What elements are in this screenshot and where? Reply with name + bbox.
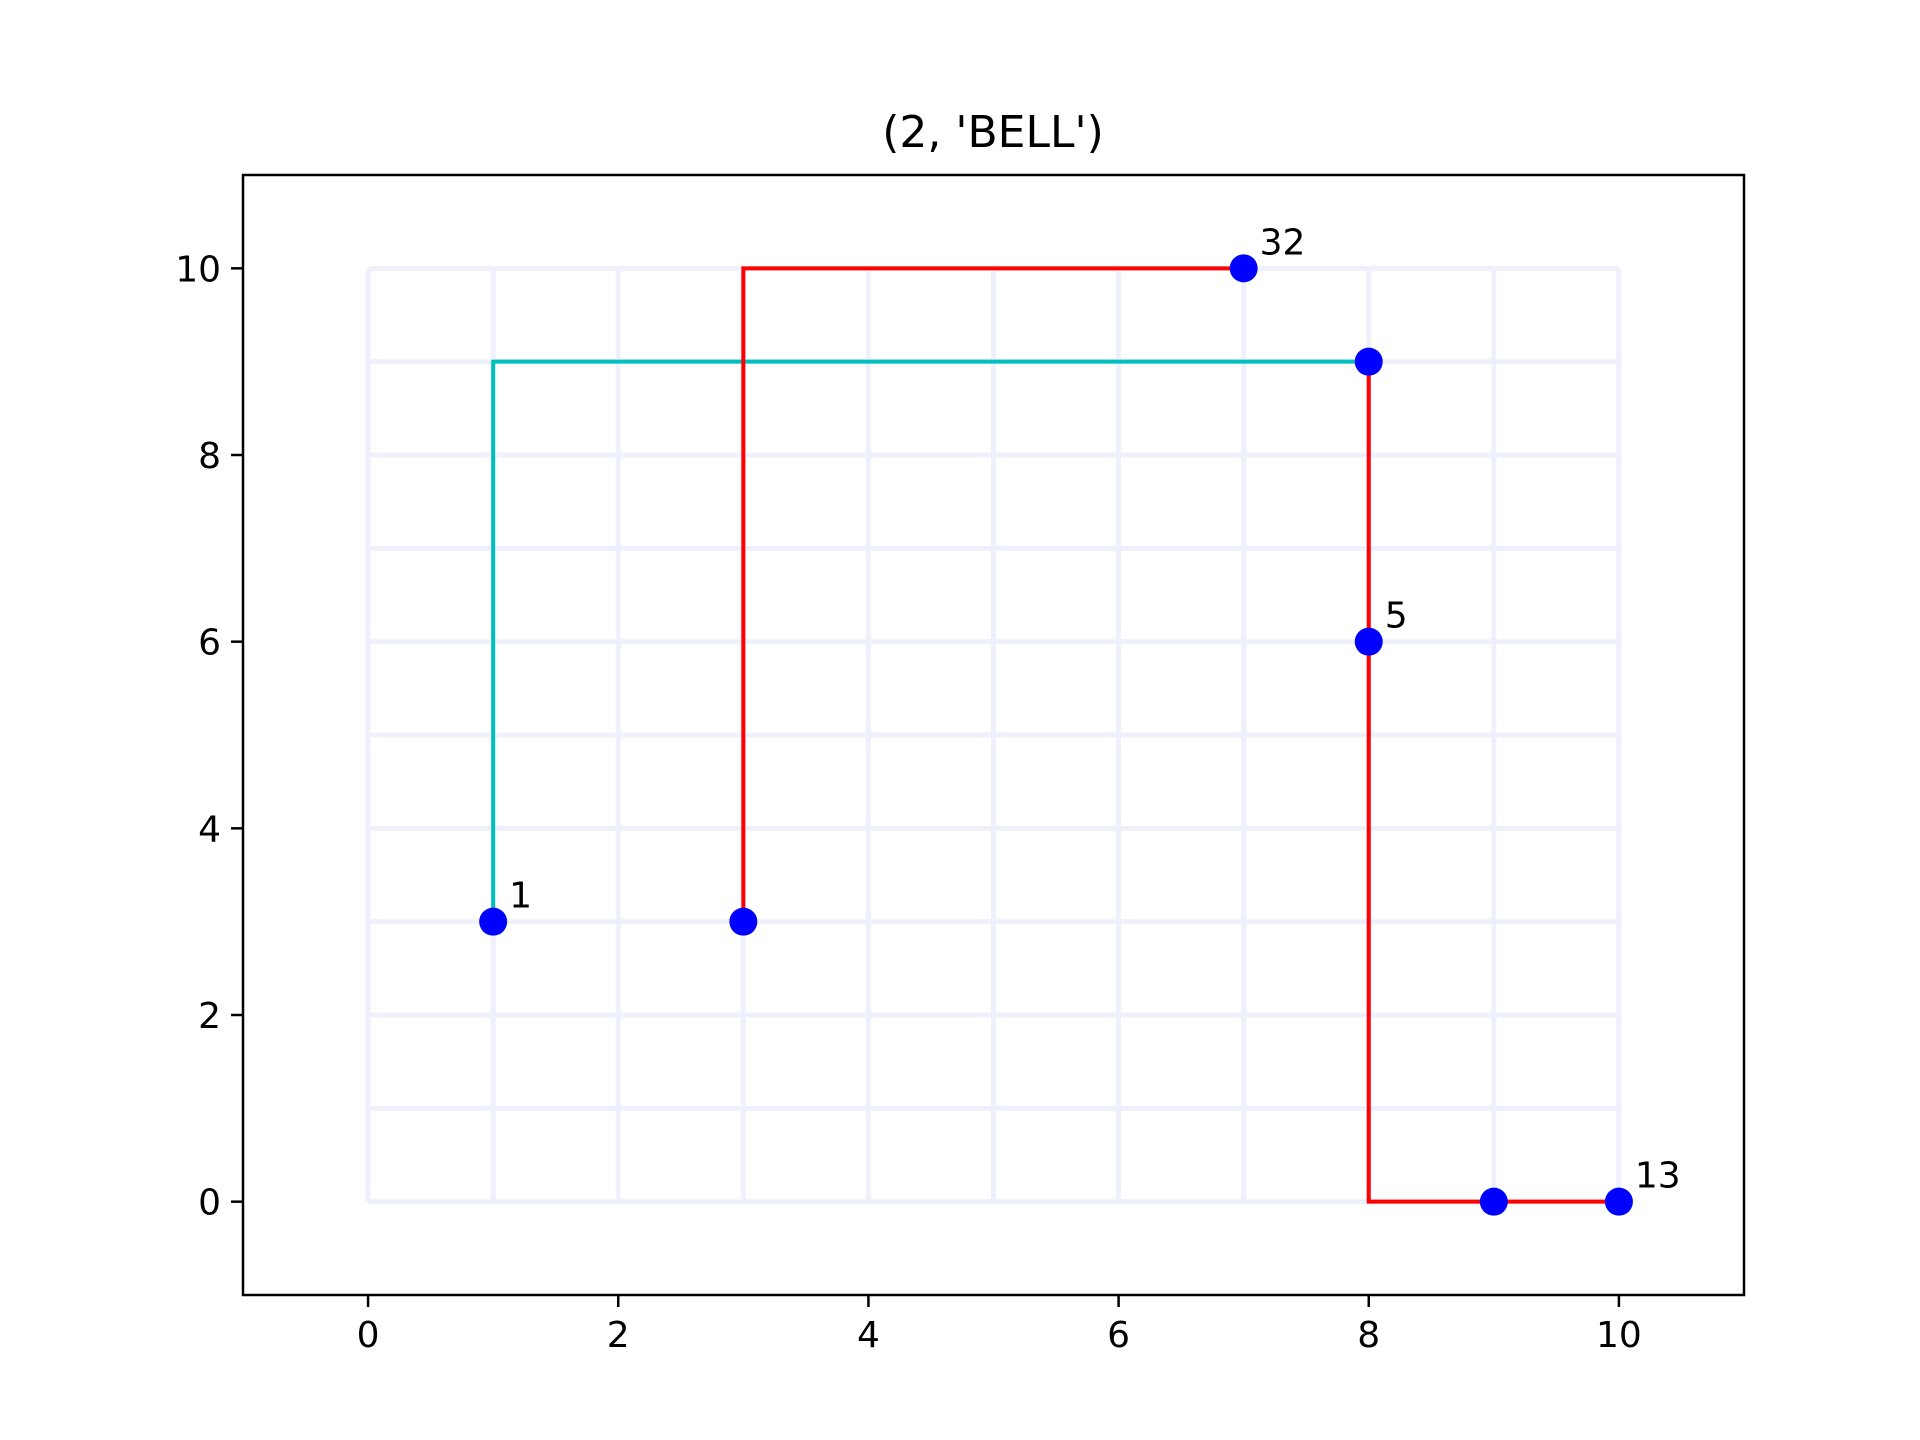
x-tick-label: 2 — [607, 1315, 630, 1356]
y-axis-ticks: 0 2 4 6 8 10 — [175, 249, 243, 1224]
y-tick-label: 0 — [198, 1183, 221, 1224]
y-tick-label: 6 — [198, 623, 221, 664]
point-label: 13 — [1635, 1156, 1681, 1197]
data-point — [1354, 347, 1383, 376]
data-markers — [479, 254, 1633, 1216]
point-annotations: 1 32 5 13 — [509, 222, 1681, 1196]
x-axis-ticks: 0 2 4 6 8 10 — [357, 1295, 1642, 1356]
x-tick-label: 8 — [1357, 1315, 1380, 1356]
grid-lines — [365, 265, 1622, 1205]
x-tick-label: 0 — [357, 1315, 380, 1356]
chart-title: (2, 'BELL') — [882, 107, 1104, 158]
data-point — [1604, 1187, 1633, 1216]
series-line — [741, 266, 1244, 922]
x-tick-label: 4 — [857, 1315, 880, 1356]
point-label: 1 — [509, 876, 532, 917]
point-label: 32 — [1260, 222, 1306, 263]
data-point — [479, 907, 508, 936]
data-point — [1479, 1187, 1508, 1216]
x-tick-label: 10 — [1596, 1315, 1642, 1356]
y-tick-label: 4 — [198, 809, 221, 850]
series-line — [491, 359, 1369, 922]
axes-frame — [241, 173, 1746, 1297]
x-tick-label: 6 — [1107, 1315, 1130, 1356]
data-point — [1354, 627, 1383, 656]
data-point — [729, 907, 758, 936]
y-tick-label: 10 — [175, 249, 221, 290]
y-tick-label: 8 — [198, 436, 221, 477]
y-tick-label: 2 — [198, 996, 221, 1037]
data-point — [1229, 254, 1258, 283]
point-label: 5 — [1385, 596, 1408, 637]
